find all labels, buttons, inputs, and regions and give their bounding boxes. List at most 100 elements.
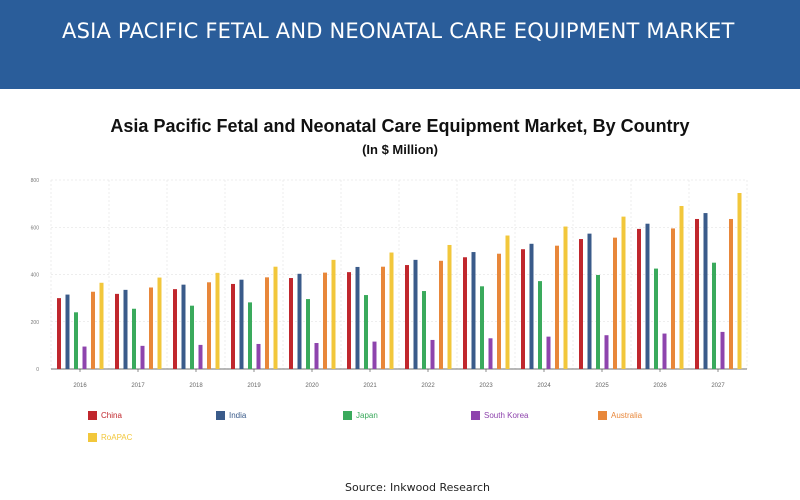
bar-australia-2018 [207, 282, 211, 369]
x-tick-label: 2017 [131, 383, 145, 389]
bar-india-2025 [587, 233, 592, 369]
bar-australia-2027 [729, 218, 733, 369]
bar-south-korea-2026 [662, 333, 667, 369]
x-tick-label: 2023 [479, 383, 493, 389]
bar-china-2019 [231, 283, 235, 369]
bar-china-2022 [405, 265, 409, 369]
bar-south-korea-2016 [82, 346, 87, 369]
bar-australia-2020 [323, 272, 327, 369]
y-tick-label: 0 [36, 367, 39, 373]
bar-australia-2019 [265, 277, 269, 369]
bar-india-2019 [239, 279, 244, 369]
legend-swatch [471, 411, 480, 420]
bar-roapac-2026 [679, 205, 684, 369]
bar-australia-2017 [149, 287, 153, 369]
bar-china-2016 [57, 298, 61, 369]
legend-label: South Korea [484, 411, 529, 420]
legend-item-india: India [216, 411, 246, 420]
bar-roapac-2016 [99, 282, 104, 369]
bar-roapac-2025 [621, 216, 626, 369]
bar-australia-2016 [91, 291, 95, 369]
bar-japan-2016 [74, 312, 78, 369]
bar-roapac-2018 [215, 272, 220, 369]
bar-india-2017 [123, 289, 128, 369]
bar-roapac-2024 [563, 226, 568, 369]
legend-item-australia: Australia [598, 411, 642, 420]
bar-south-korea-2025 [604, 335, 609, 369]
x-tick-label: 2027 [711, 383, 725, 389]
legend-item-china: China [88, 411, 122, 420]
bar-south-korea-2027 [720, 331, 725, 369]
legend-label: RoAPAC [101, 433, 133, 442]
x-tick-label: 2019 [247, 383, 261, 389]
legend-item-japan: Japan [343, 411, 378, 420]
bar-roapac-2021 [389, 252, 394, 369]
bar-roapac-2017 [157, 277, 162, 369]
bar-china-2018 [173, 289, 177, 369]
bar-india-2022 [413, 259, 418, 369]
bar-australia-2022 [439, 260, 443, 369]
source-note: Source: Inkwood Research [345, 481, 490, 494]
x-tick-label: 2022 [421, 383, 435, 389]
bar-south-korea-2018 [198, 344, 203, 369]
legend-item-south-korea: South Korea [471, 411, 528, 420]
bar-south-korea-2020 [314, 343, 319, 369]
bar-japan-2022 [422, 291, 426, 369]
bar-china-2026 [637, 228, 641, 369]
bar-japan-2018 [190, 305, 194, 369]
bar-south-korea-2019 [256, 343, 261, 369]
bar-china-2023 [463, 257, 467, 369]
bar-china-2020 [289, 278, 293, 369]
x-tick-label: 2026 [653, 383, 667, 389]
bar-india-2027 [703, 213, 708, 369]
bar-china-2027 [695, 218, 699, 369]
bar-india-2018 [181, 284, 186, 369]
legend-swatch [88, 433, 97, 442]
x-tick-label: 2016 [73, 383, 87, 389]
bar-roapac-2027 [737, 192, 742, 369]
x-tick-label: 2020 [305, 383, 319, 389]
bar-india-2020 [297, 273, 302, 369]
bar-india-2021 [355, 266, 360, 369]
y-tick-label: 800 [31, 178, 40, 184]
legend-label: Australia [611, 411, 643, 420]
bar-australia-2025 [613, 237, 617, 369]
bar-india-2016 [65, 294, 70, 369]
x-tick-label: 2021 [363, 383, 377, 389]
bar-india-2026 [645, 223, 650, 369]
chart-title: Asia Pacific Fetal and Neonatal Care Equ… [110, 116, 690, 136]
bar-australia-2024 [555, 245, 559, 369]
legend-swatch [88, 411, 97, 420]
bar-japan-2025 [596, 274, 600, 369]
bar-japan-2023 [480, 286, 484, 369]
bar-japan-2021 [364, 295, 368, 369]
bar-india-2023 [471, 252, 476, 369]
chart-subtitle: (In $ Million) [362, 142, 438, 157]
bar-japan-2027 [712, 262, 716, 369]
bar-south-korea-2021 [372, 341, 377, 369]
bar-south-korea-2022 [430, 339, 435, 369]
y-tick-label: 200 [31, 320, 40, 326]
bar-australia-2023 [497, 253, 501, 369]
y-tick-label: 600 [31, 225, 40, 231]
y-tick-label: 400 [31, 273, 40, 279]
bar-roapac-2023 [505, 235, 510, 369]
bar-australia-2026 [671, 228, 675, 369]
x-tick-label: 2018 [189, 383, 203, 389]
bar-roapac-2019 [273, 266, 278, 369]
legend-swatch [216, 411, 225, 420]
bar-south-korea-2023 [488, 338, 493, 369]
bar-australia-2021 [381, 266, 385, 369]
bar-japan-2017 [132, 308, 136, 369]
bar-japan-2019 [248, 302, 252, 369]
bar-chart: 0 200 400 600 800 2016 2017 2018 2019 2020 2021 202… [31, 178, 748, 389]
legend-label: Japan [356, 411, 378, 420]
x-tick-label: 2025 [595, 383, 609, 389]
legend-label: China [101, 411, 122, 420]
bar-india-2024 [529, 243, 534, 369]
bar-japan-2024 [538, 281, 542, 369]
legend-swatch [598, 411, 607, 420]
legend-swatch [343, 411, 352, 420]
bar-japan-2026 [654, 268, 658, 369]
bar-roapac-2022 [447, 244, 452, 369]
